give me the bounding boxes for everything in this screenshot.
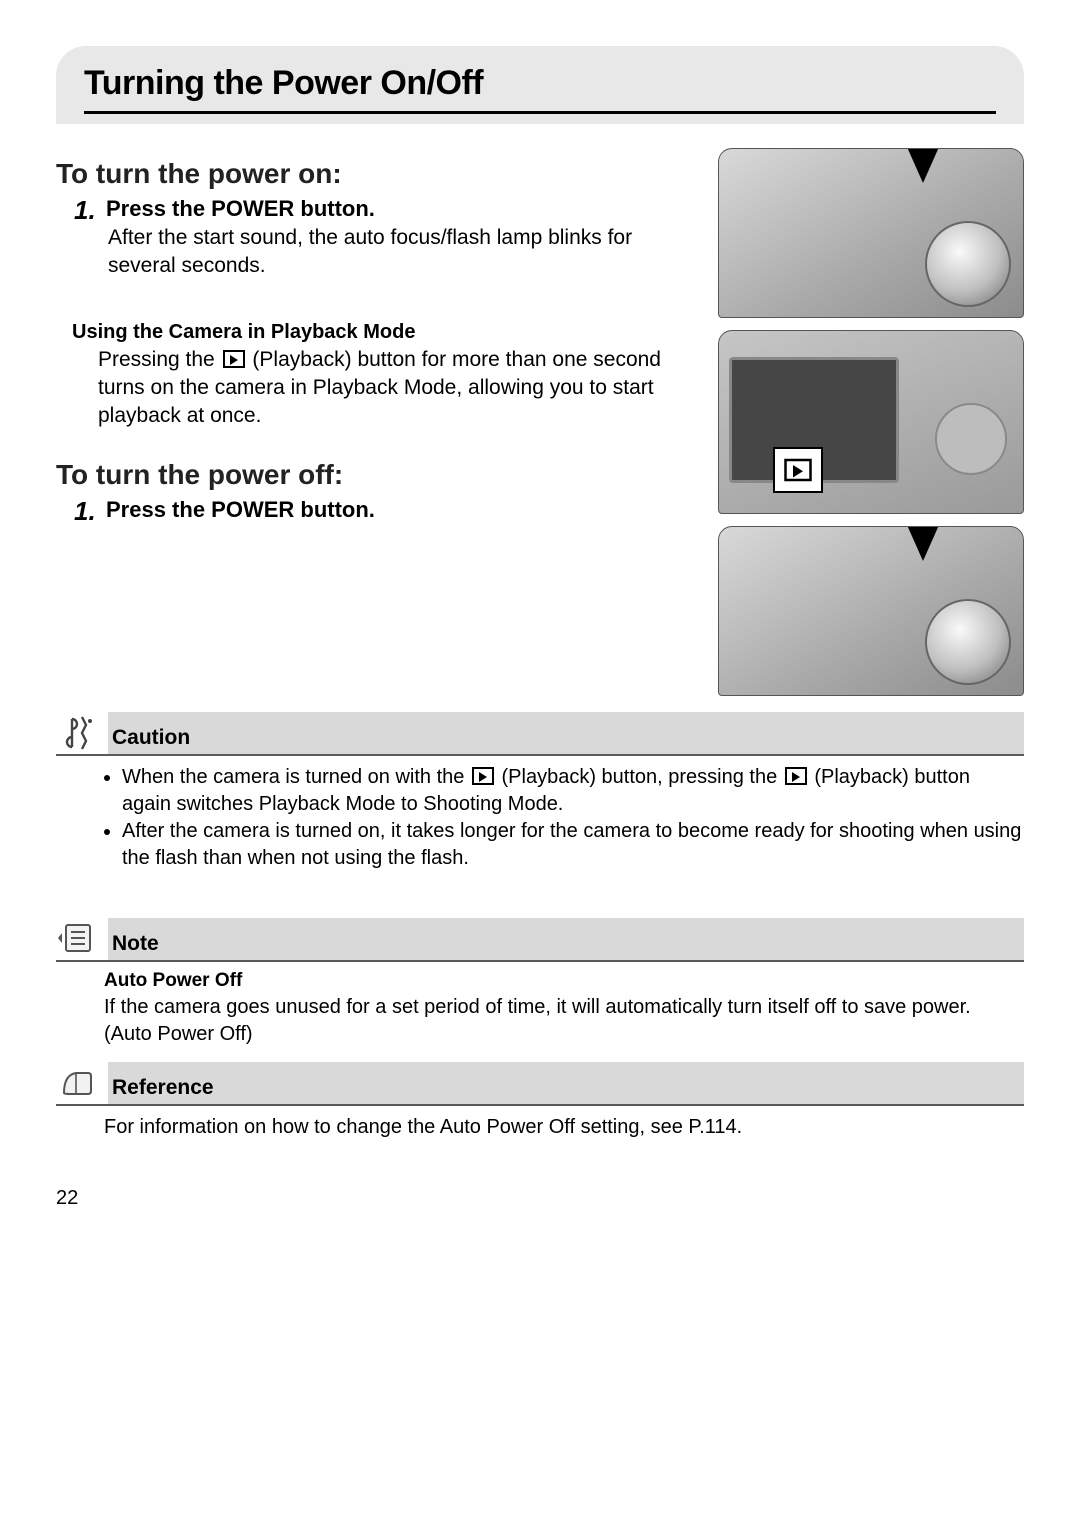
reference-callout: Reference For information on how to chan… — [56, 1062, 1024, 1141]
playback-description: Pressing the (Playback) button for more … — [98, 346, 704, 431]
note-text: If the camera goes unused for a set peri… — [104, 994, 1024, 1048]
note-label: Note — [110, 928, 165, 958]
step-title: Press the POWER button. — [106, 196, 704, 222]
power-on-step: 1. Press the POWER button. After the sta… — [74, 196, 704, 281]
caution-icon — [56, 712, 100, 752]
camera-back-illustration — [718, 330, 1024, 514]
playback-icon — [472, 767, 494, 785]
power-off-heading: To turn the power off: — [56, 459, 704, 491]
caution-callout: Caution When the camera is turned on wit… — [56, 712, 1024, 872]
note-callout: Note Auto Power Off If the camera goes u… — [56, 918, 1024, 1048]
step-description: After the start sound, the auto focus/fl… — [108, 224, 704, 281]
page-number: 22 — [56, 1187, 1024, 1210]
caution-item: When the camera is turned on with the (P… — [122, 764, 1024, 818]
reference-icon — [56, 1062, 100, 1102]
reference-label: Reference — [110, 1072, 220, 1102]
camera-top-illustration — [718, 148, 1024, 318]
power-on-heading: To turn the power on: — [56, 158, 704, 190]
power-off-step: 1. Press the POWER button. — [74, 497, 704, 526]
step-title: Press the POWER button. — [106, 497, 704, 523]
playback-icon — [784, 459, 812, 482]
playback-heading: Using the Camera in Playback Mode — [72, 321, 704, 344]
page-title: Turning the Power On/Off — [84, 64, 996, 114]
reference-text: For information on how to change the Aut… — [104, 1114, 1024, 1141]
note-icon — [56, 918, 100, 958]
step-number: 1. — [74, 497, 96, 526]
caution-item: After the camera is turned on, it takes … — [122, 818, 1024, 872]
section-header: Turning the Power On/Off — [56, 46, 1024, 124]
caution-label: Caution — [110, 722, 196, 752]
playback-icon — [223, 350, 245, 368]
step-number: 1. — [74, 196, 96, 281]
camera-top-illustration-2 — [718, 526, 1024, 696]
playback-icon — [785, 767, 807, 785]
note-subheading: Auto Power Off — [104, 970, 1024, 992]
